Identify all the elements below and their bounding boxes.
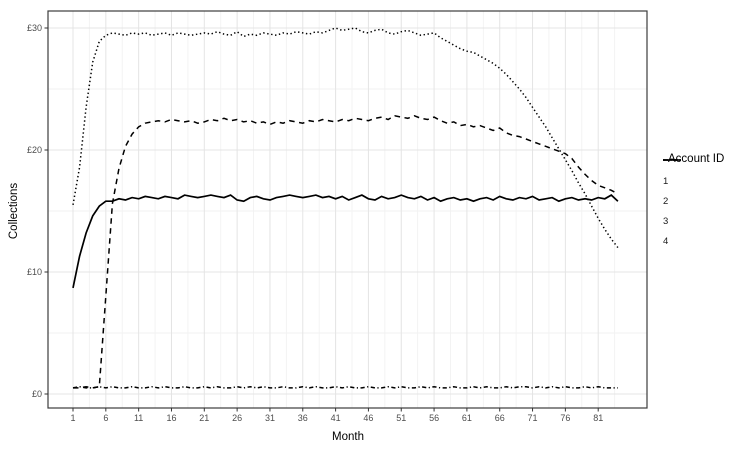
x-tick-label: 6 (103, 413, 108, 423)
legend-rows: 1 2 3 4 (663, 159, 747, 251)
legend-item-3: 3 (663, 159, 747, 231)
x-tick-label: 56 (429, 413, 439, 423)
legend-item-label: 3 (663, 215, 669, 227)
legend-key-line-dashed (663, 159, 681, 161)
x-tick-label: 66 (495, 413, 505, 423)
legend-item-1: 1 (663, 159, 747, 191)
legend-item-2: 2 (663, 159, 747, 211)
legend-item-label: 4 (663, 235, 669, 247)
legend-item-label: 1 (663, 175, 669, 187)
x-tick-label: 16 (166, 413, 176, 423)
x-axis-title: Month (332, 431, 364, 443)
panel-border (47, 10, 648, 409)
legend-title: Account ID (668, 153, 725, 165)
x-tick-label: 71 (528, 413, 538, 423)
series-line-4 (73, 114, 619, 389)
series-line-3 (72, 385, 618, 389)
x-tick-label: 61 (462, 413, 472, 423)
x-tick-label: 11 (134, 413, 143, 423)
x-tick-label: 41 (331, 413, 341, 423)
legend: Account ID 1 2 3 4 (663, 153, 747, 251)
x-tick-label: 46 (363, 413, 373, 423)
y-tick-label: £30 (27, 23, 42, 33)
y-tick-label: £10 (27, 267, 42, 277)
x-tick-label: 81 (593, 413, 603, 423)
legend-key-line-dotted (663, 159, 681, 161)
legend-item-4: 4 (663, 159, 747, 251)
series-line-1 (72, 194, 619, 289)
x-tick-label: 26 (232, 413, 242, 423)
y-tick-label: £0 (32, 389, 42, 399)
x-tick-label: 1 (70, 413, 75, 423)
y-tick-label: £20 (27, 145, 42, 155)
x-tick-label: 21 (199, 413, 209, 423)
x-tick-label: 51 (396, 413, 406, 423)
x-tick-label: 31 (265, 413, 275, 423)
y-axis-title: Collections (8, 182, 20, 240)
x-tick-label: 76 (560, 413, 570, 423)
legend-item-label: 2 (663, 195, 669, 207)
x-tick-label: 36 (298, 413, 308, 423)
